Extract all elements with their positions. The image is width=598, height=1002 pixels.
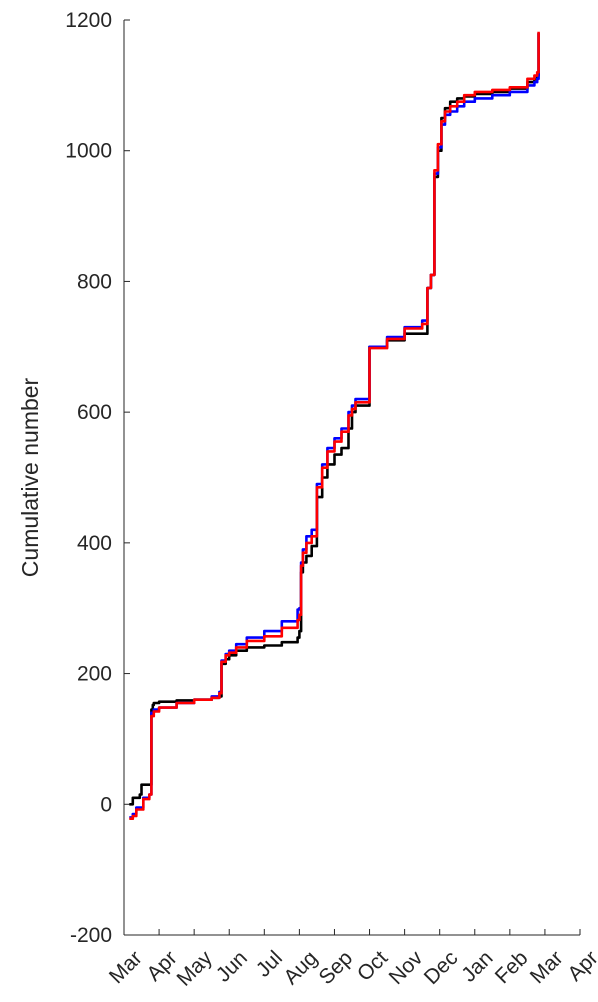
x-tick-label: Mar: [526, 946, 568, 988]
y-tick-label: 1000: [65, 140, 112, 163]
x-tick-label: Nov: [385, 946, 428, 989]
y-tick-label: 200: [77, 663, 112, 686]
x-tick-label: Aug: [279, 946, 322, 989]
x-tick-label: Jan: [457, 946, 497, 986]
x-tick-label: Feb: [491, 946, 533, 988]
y-tick-label: 1200: [65, 9, 112, 32]
y-tick-label: -200: [70, 924, 112, 947]
x-tick-label: Apr: [142, 946, 181, 985]
y-tick-label: 0: [100, 793, 112, 816]
x-tick-label: May: [173, 946, 218, 991]
series-lines: [129, 31, 540, 820]
x-tick-label: Oct: [353, 946, 392, 985]
y-tick-label: 400: [77, 532, 112, 555]
series-line-2: [129, 31, 540, 820]
y-axis-ticks: -200 0 200 400 600 800 1000 1200: [65, 9, 130, 947]
x-tick-label: Jun: [212, 946, 252, 986]
x-tick-label: Dec: [420, 946, 463, 989]
x-tick-label: Mar: [105, 946, 147, 988]
y-tick-label: 600: [77, 401, 112, 424]
x-tick-label: Apr: [563, 946, 598, 985]
y-axis-title: Cumulative number: [17, 377, 43, 577]
series-line-0: [129, 33, 540, 806]
y-tick-label: 800: [77, 270, 112, 293]
x-tick-label: Sep: [314, 946, 357, 989]
